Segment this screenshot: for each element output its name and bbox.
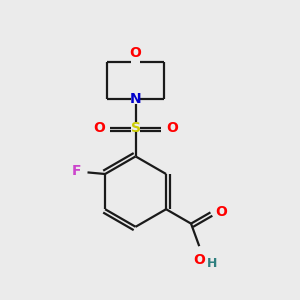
Text: O: O xyxy=(93,121,105,135)
Text: O: O xyxy=(193,253,205,267)
Text: O: O xyxy=(166,121,178,135)
Text: H: H xyxy=(207,257,218,270)
Text: F: F xyxy=(72,164,81,178)
Text: S: S xyxy=(130,121,141,135)
Text: O: O xyxy=(130,46,142,60)
Text: O: O xyxy=(215,206,227,219)
Text: N: N xyxy=(130,92,141,106)
